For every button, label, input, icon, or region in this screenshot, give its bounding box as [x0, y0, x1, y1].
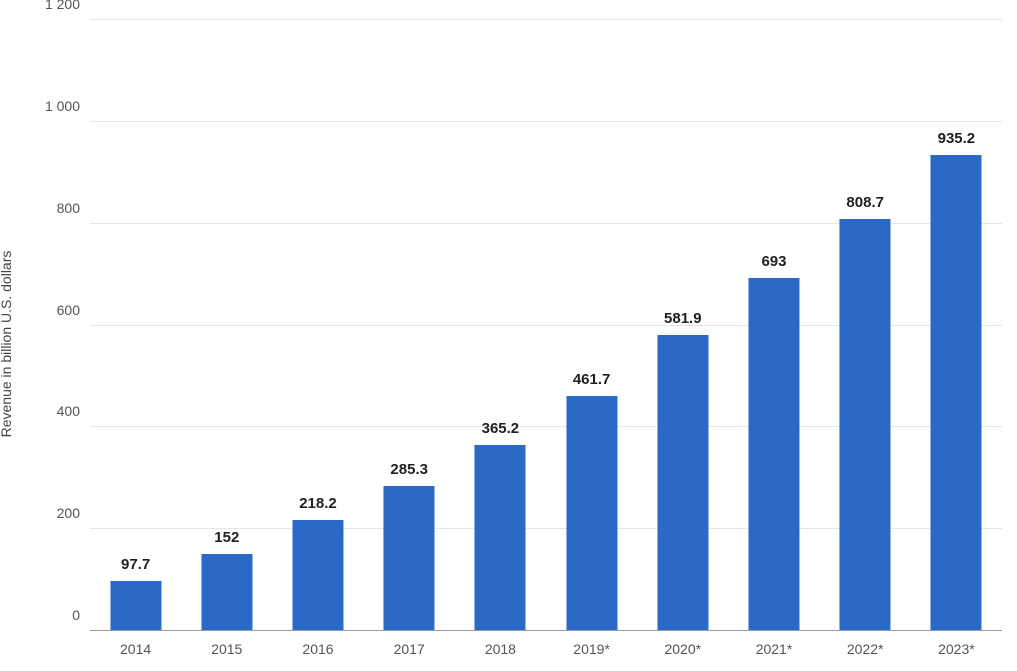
y-tick-label: 400 [57, 403, 90, 419]
bar-slot: 365.22018 [455, 20, 546, 631]
y-tick-label: 600 [57, 302, 90, 318]
x-tick-label: 2015 [211, 641, 242, 657]
bar-slot: 97.72014 [90, 20, 181, 631]
bar [748, 278, 799, 631]
bar-value-label: 152 [214, 529, 239, 546]
y-tick-label: 800 [57, 200, 90, 216]
bar [292, 520, 343, 631]
x-axis-baseline [90, 630, 1002, 631]
bar-slot: 808.72022* [820, 20, 911, 631]
bar-slot: 581.92020* [637, 20, 728, 631]
x-tick-label: 2022* [847, 641, 884, 657]
bar-slot: 218.22016 [272, 20, 363, 631]
bar [840, 219, 891, 631]
x-tick-label: 2018 [485, 641, 516, 657]
bar-value-label: 935.2 [938, 130, 976, 147]
bar-value-label: 218.2 [299, 495, 337, 512]
y-tick-label: 1 000 [45, 98, 90, 114]
bar [201, 554, 252, 631]
y-tick-label: 1 200 [45, 0, 90, 12]
y-tick-label: 200 [57, 505, 90, 521]
bar [475, 445, 526, 631]
bar-slot: 285.32017 [364, 20, 455, 631]
bars-container: 97.720141522015218.22016285.32017365.220… [90, 20, 1002, 631]
plot-area: 97.720141522015218.22016285.32017365.220… [90, 20, 1002, 631]
bar-value-label: 693 [761, 253, 786, 270]
bar-value-label: 808.7 [846, 194, 884, 211]
x-tick-label: 2021* [756, 641, 793, 657]
bar [384, 486, 435, 631]
bar-slot: 6932021* [728, 20, 819, 631]
x-tick-label: 2014 [120, 641, 151, 657]
x-tick-label: 2019* [573, 641, 610, 657]
revenue-bar-chart: Revenue in billion U.S. dollars 97.72014… [0, 0, 1017, 671]
bar [110, 581, 161, 631]
bar-value-label: 461.7 [573, 371, 611, 388]
y-tick-label: 0 [72, 607, 90, 623]
bar [931, 155, 982, 631]
x-tick-label: 2023* [938, 641, 975, 657]
x-tick-label: 2016 [302, 641, 333, 657]
x-tick-label: 2017 [394, 641, 425, 657]
bar [657, 335, 708, 631]
bar-value-label: 365.2 [482, 420, 520, 437]
bar-slot: 461.72019* [546, 20, 637, 631]
bar [566, 396, 617, 631]
bar-slot: 1522015 [181, 20, 272, 631]
x-tick-label: 2020* [664, 641, 701, 657]
bar-value-label: 285.3 [390, 461, 428, 478]
bar-value-label: 581.9 [664, 310, 702, 327]
bar-slot: 935.22023* [911, 20, 1002, 631]
y-axis-title: Revenue in billion U.S. dollars [0, 250, 14, 437]
bar-value-label: 97.7 [121, 556, 150, 573]
